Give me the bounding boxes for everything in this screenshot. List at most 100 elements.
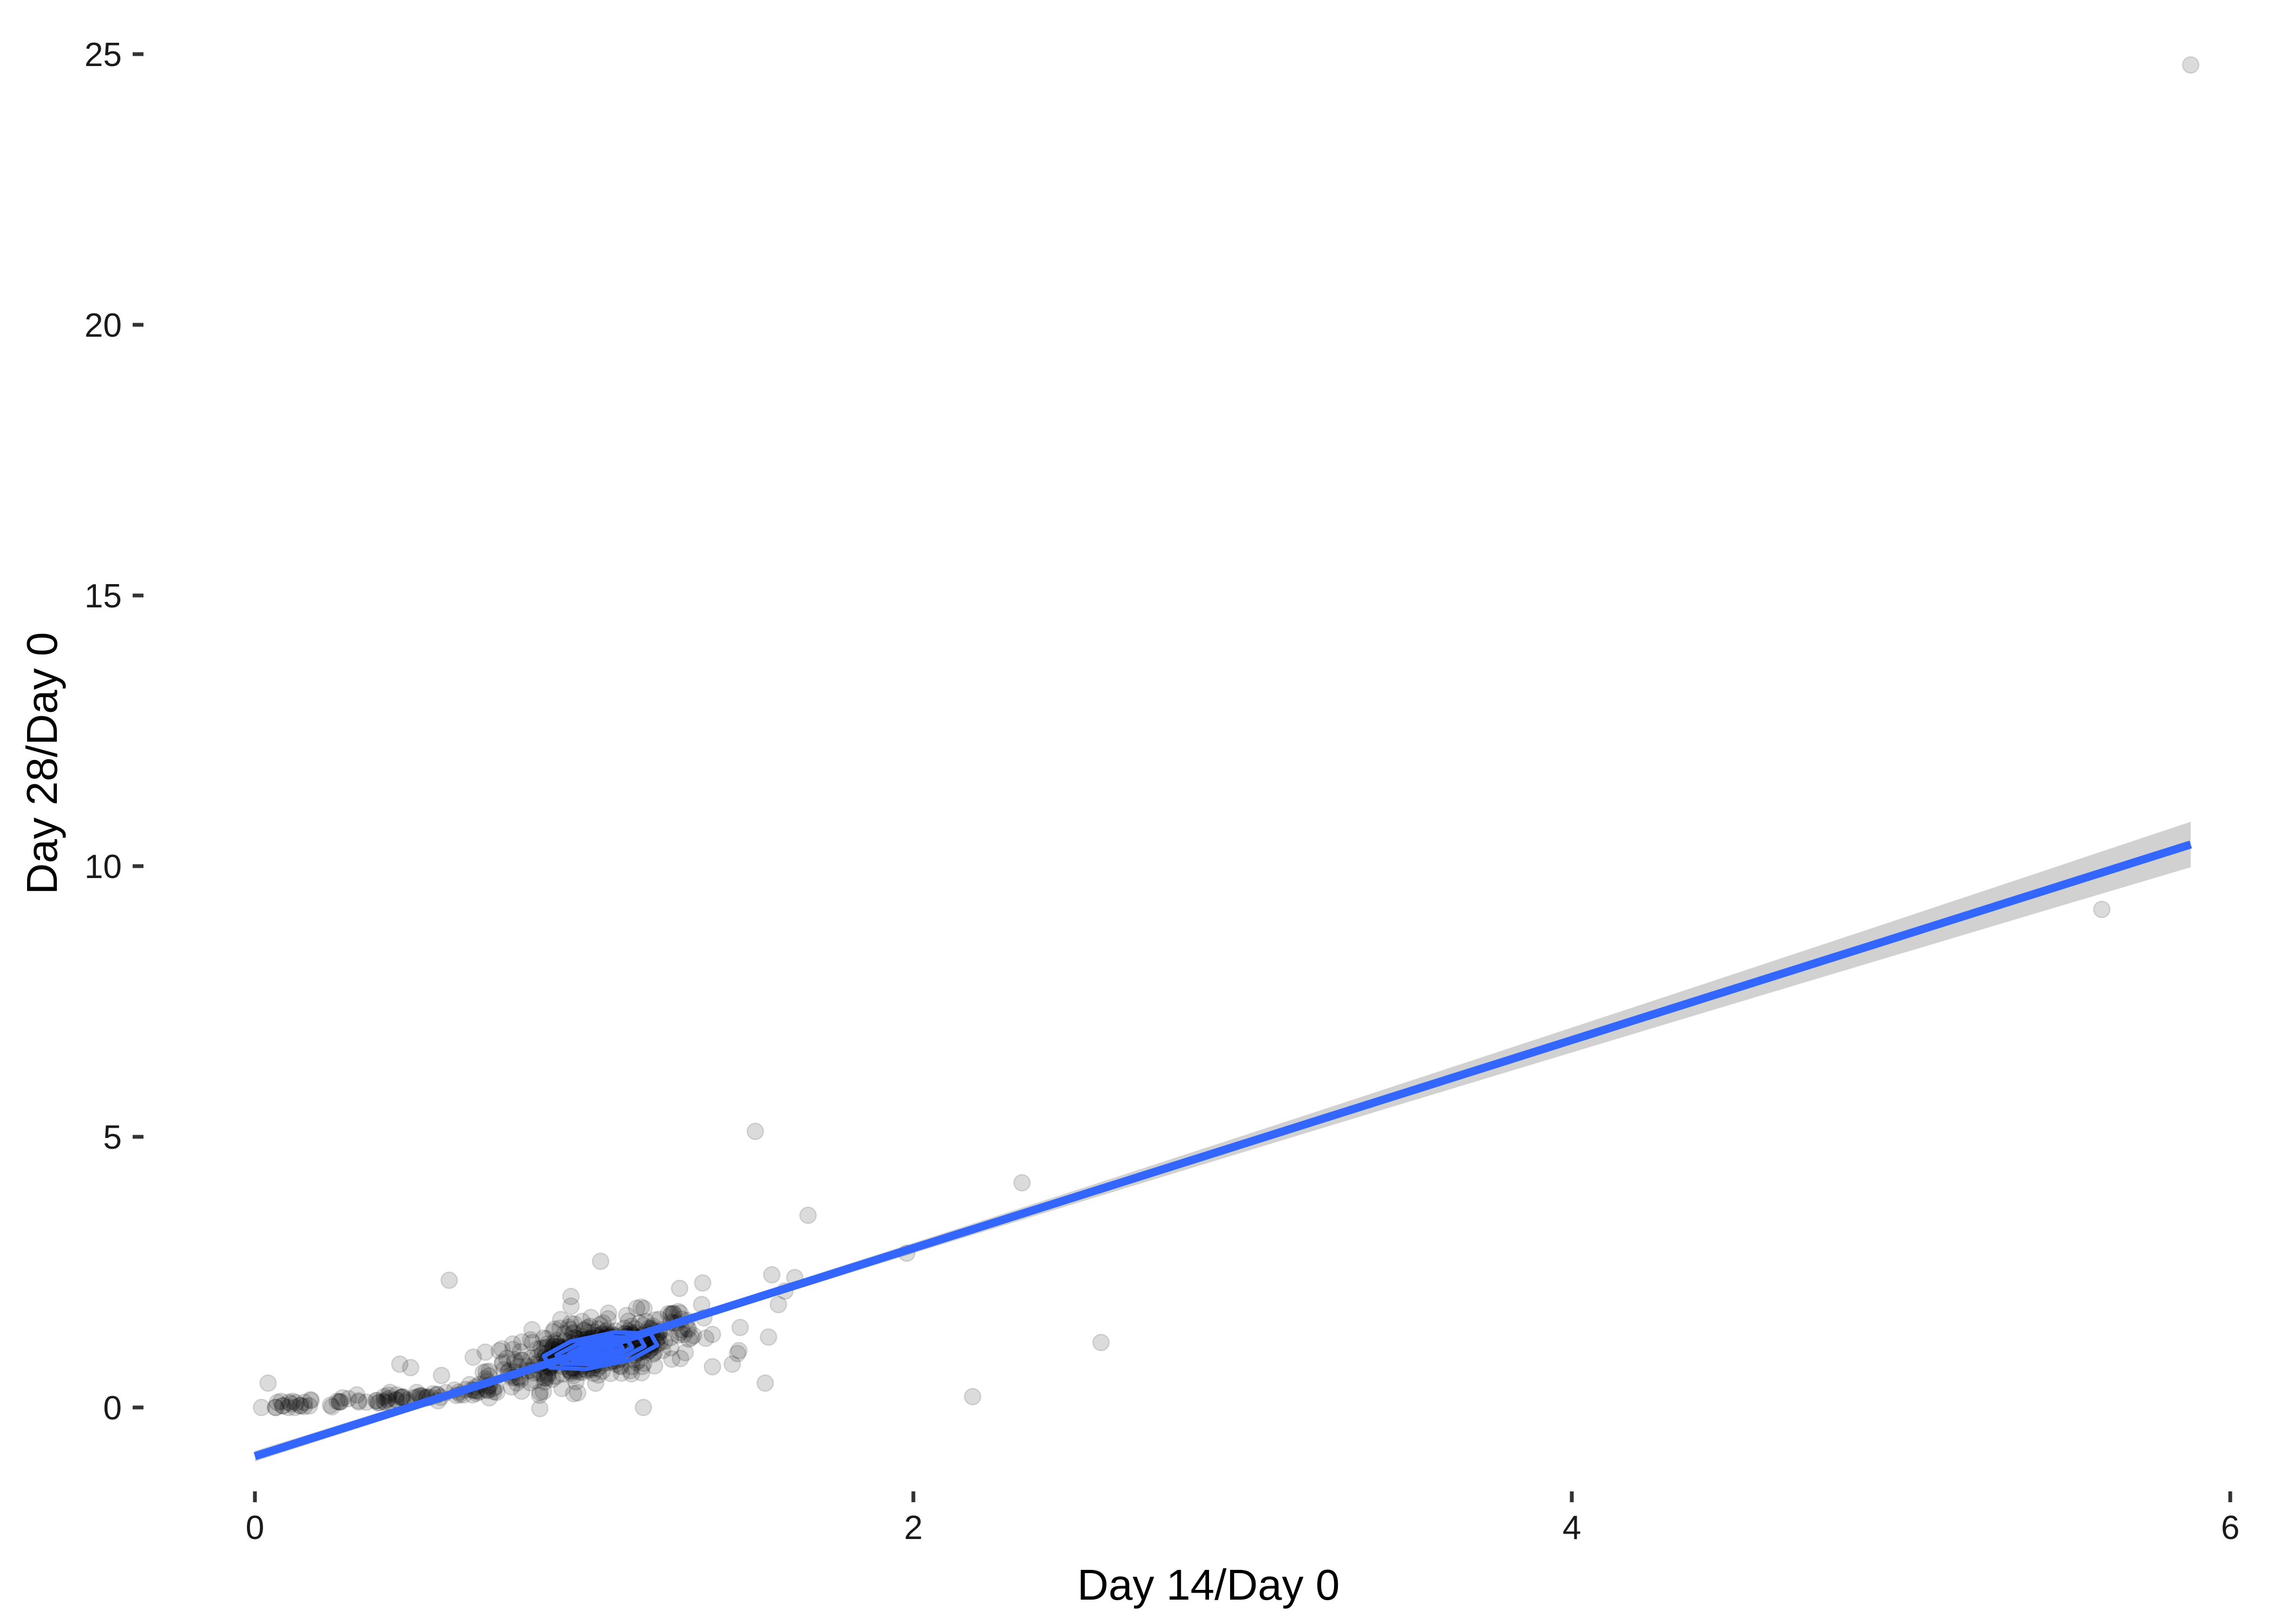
scatter-point [370, 1393, 388, 1412]
scatter-point [532, 1339, 550, 1358]
scatter-point [621, 1361, 639, 1380]
scatter-point [760, 1328, 777, 1346]
scatter-point [393, 1388, 411, 1406]
scatter-point [330, 1393, 348, 1411]
scatter-point [586, 1374, 605, 1392]
scatter-point [703, 1358, 722, 1376]
scatter-point [799, 1206, 817, 1224]
scatter-point [662, 1328, 679, 1347]
scatter-point [535, 1369, 553, 1387]
scatter-point [506, 1351, 524, 1369]
scatter-point [675, 1326, 693, 1344]
scatter-point [286, 1398, 304, 1417]
scatter-point [348, 1386, 366, 1404]
scatter-point [538, 1330, 556, 1348]
scatter-point [521, 1331, 540, 1349]
scatter-point [280, 1393, 298, 1411]
scatter-point [349, 1392, 368, 1410]
scatter-point [565, 1385, 583, 1403]
scatter-point [581, 1318, 599, 1335]
scatter-point [328, 1392, 346, 1410]
scatter-point [728, 1345, 747, 1363]
scatter-point [394, 1388, 412, 1406]
scatter-point [552, 1311, 570, 1328]
y-axis-title: Day 28/Day 0 [18, 632, 66, 895]
scatter-point [763, 1266, 781, 1284]
scatter-point [531, 1399, 549, 1418]
scatter-point [375, 1392, 393, 1410]
scatter-point [562, 1297, 580, 1315]
scatter-point [291, 1397, 309, 1415]
y-tick-label: 0 [103, 1390, 122, 1427]
scatter-point [493, 1355, 512, 1373]
scatter-point [393, 1388, 411, 1406]
scatter-point [381, 1383, 399, 1402]
scatter-point [694, 1274, 712, 1292]
scatter-point [490, 1341, 508, 1360]
density-contour [554, 1334, 647, 1367]
scatter-point [368, 1392, 386, 1410]
density-contour-core [581, 1344, 620, 1357]
scatter-point [556, 1325, 573, 1343]
scatter-point [591, 1315, 609, 1334]
scatter-point [259, 1374, 277, 1392]
scatter-point [756, 1374, 774, 1392]
scatter-point [561, 1314, 580, 1332]
scatter-point [332, 1393, 350, 1411]
scatter-point [433, 1366, 450, 1385]
scatter-point [476, 1343, 494, 1361]
scatter-point [670, 1279, 689, 1298]
scatter-point [295, 1397, 313, 1416]
scatter-point [592, 1252, 610, 1271]
scatter-point [553, 1379, 571, 1398]
scatter-point [391, 1355, 409, 1373]
scatter-point [565, 1315, 584, 1333]
x-axis: 0 2 4 6 [246, 1491, 2239, 1547]
scatter-point [645, 1357, 664, 1375]
scatter-point [599, 1304, 618, 1322]
scatter-point [464, 1348, 482, 1366]
scatter-point [526, 1372, 544, 1390]
scatter-point [369, 1394, 387, 1412]
scatter-point [357, 1393, 376, 1411]
scatter-point [376, 1393, 394, 1411]
scatter-point [521, 1373, 539, 1392]
scatter-point [272, 1392, 290, 1410]
scatter-point [659, 1305, 677, 1323]
scatter-point [292, 1397, 310, 1415]
scatter-point [302, 1392, 320, 1410]
scatter-point [746, 1122, 764, 1141]
scatter-point [594, 1314, 612, 1332]
scatter-point [632, 1364, 651, 1382]
scatter-point [697, 1329, 715, 1347]
scatter-point [408, 1384, 426, 1402]
scatter-point [300, 1397, 318, 1415]
scatter-point [380, 1389, 398, 1407]
scatter-point [537, 1369, 555, 1387]
scatter-point [504, 1340, 522, 1359]
y-axis: 0 5 10 15 20 25 [84, 36, 143, 1427]
scatter-point [539, 1368, 557, 1387]
scatter-point [511, 1343, 530, 1361]
scatter-point [1013, 1174, 1031, 1192]
x-tick-label: 2 [904, 1509, 923, 1547]
scatter-point [269, 1393, 286, 1411]
y-tick-label: 5 [103, 1119, 122, 1156]
scatter-point [612, 1364, 631, 1382]
scatter-point [769, 1295, 787, 1314]
scatter-point [402, 1359, 420, 1377]
y-tick-label: 20 [84, 307, 122, 344]
scatter-point [676, 1344, 694, 1361]
scatter-point [544, 1322, 562, 1341]
scatter-point [504, 1335, 522, 1353]
scatter-point [531, 1383, 549, 1402]
scatter-point [723, 1355, 741, 1373]
scatter-point [330, 1393, 349, 1411]
scatter-point [387, 1386, 406, 1404]
scatter-point [350, 1393, 368, 1411]
scatter-point [284, 1392, 302, 1410]
y-tick-label: 25 [84, 36, 122, 74]
scatter-point [488, 1383, 506, 1402]
